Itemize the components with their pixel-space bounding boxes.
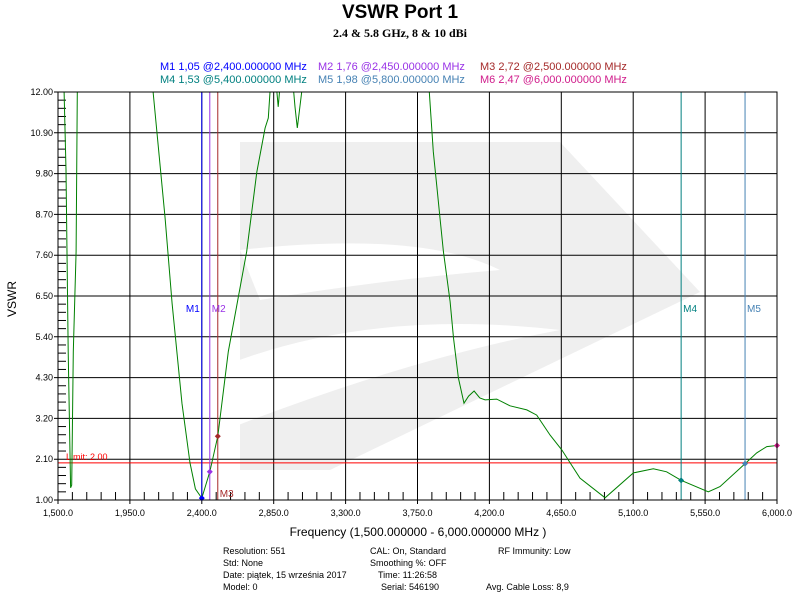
y-tick-label: 1.00 <box>35 495 53 505</box>
x-tick-label: 5,550.0 <box>690 508 720 518</box>
x-tick-label: 6,000.0 <box>762 508 792 518</box>
y-tick-label: 10.90 <box>30 128 53 138</box>
marker-readout-m6: M6 2,47 @6,000.000000 MHz <box>480 74 627 86</box>
marker-label-m5: M5 <box>747 304 761 315</box>
marker-label-m3: M3 <box>220 489 234 500</box>
y-tick-label: 12.00 <box>30 87 53 97</box>
y-tick-label: 7.60 <box>35 250 53 260</box>
marker-label-m2: M2 <box>212 304 226 315</box>
x-tick-label: 4,650.0 <box>546 508 576 518</box>
y-tick-label: 6.50 <box>35 291 53 301</box>
y-tick-label: 9.80 <box>35 169 53 179</box>
y-axis-label: VSWR <box>5 281 19 317</box>
info-time: Time: 11:26:58 <box>378 570 438 580</box>
plot-frame <box>57 91 778 501</box>
x-tick-label: 1,950.0 <box>115 508 145 518</box>
x-tick-label: 2,400.0 <box>187 508 217 518</box>
info-serial: Serial: 546190 <box>381 582 440 592</box>
marker-label-m4: M4 <box>683 304 697 315</box>
marker-label-m1: M1 <box>186 304 200 315</box>
chart-title: VSWR Port 1 <box>341 2 459 23</box>
limit-label: Limit: 2.00 <box>66 452 108 462</box>
x-tick-label: 3,750.0 <box>402 508 432 518</box>
marker-point-m3 <box>214 433 221 440</box>
marker-point-m2 <box>206 468 213 475</box>
info-resolution: Resolution: 551 <box>223 546 286 556</box>
y-tick-label: 4.30 <box>35 373 53 383</box>
x-axis-label: Frequency (1,500.000000 - 6,000.000000 M… <box>289 525 547 539</box>
info-std: Std: None <box>223 558 264 568</box>
chart-subtitle: 2.4 & 5.8 GHz, 8 & 10 dBi <box>333 26 467 40</box>
marker-readout-m5: M5 1,98 @5,800.000000 MHz <box>318 74 465 86</box>
info-cable-loss: Avg. Cable Loss: 8,9 <box>486 582 569 592</box>
info-rf-immunity: RF Immunity: Low <box>498 546 571 556</box>
watermark-logo-swoosh <box>120 324 560 440</box>
marker-readout-m2: M2 1,76 @2,450.000000 MHz <box>318 61 465 73</box>
y-tick-label: 5.40 <box>35 332 53 342</box>
x-tick-label: 2,850.0 <box>259 508 289 518</box>
x-tick-label: 1,500.0 <box>43 508 73 518</box>
marker-readout-m3: M3 2,72 @2,500.000000 MHz <box>480 61 627 73</box>
watermark-logo-swoosh <box>240 243 500 300</box>
y-tick-label: 8.70 <box>35 209 53 219</box>
marker-point-m4 <box>678 477 685 484</box>
info-model: Model: 0 <box>223 582 258 592</box>
info-cal: CAL: On, Standard <box>370 546 447 556</box>
y-tick-label: 2.10 <box>35 454 53 464</box>
info-smoothing: Smoothing %: OFF <box>370 558 447 568</box>
x-tick-label: 5,100.0 <box>618 508 648 518</box>
y-tick-label: 3.20 <box>35 413 53 423</box>
marker-point-m5 <box>742 460 749 467</box>
marker-readout-m4: M4 1,53 @5,400.000000 MHz <box>160 74 307 86</box>
info-date: Date: piątek, 15 września 2017 <box>223 570 347 580</box>
x-tick-label: 4,200.0 <box>474 508 504 518</box>
x-tick-label: 3,300.0 <box>331 508 361 518</box>
watermark-logo <box>240 142 700 470</box>
marker-readout-m1: M1 1,05 @2,400.000000 MHz <box>160 61 307 73</box>
